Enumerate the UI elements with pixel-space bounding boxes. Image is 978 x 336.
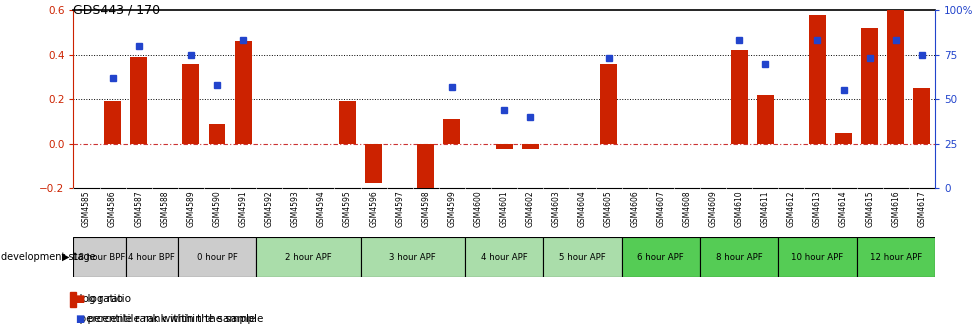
Bar [808,14,825,144]
Text: GSM4585: GSM4585 [82,191,91,227]
Text: GSM4599: GSM4599 [447,191,456,227]
Bar [182,64,200,144]
Text: GSM4600: GSM4600 [473,191,482,227]
Bar [443,119,460,144]
Bar [465,237,543,277]
Text: GSM4592: GSM4592 [264,191,274,227]
Bar [521,144,538,149]
Text: log ratio: log ratio [73,294,123,304]
Text: 4 hour BPF: 4 hour BPF [128,253,175,261]
Bar [621,237,699,277]
Text: GSM4596: GSM4596 [369,191,378,227]
Text: percentile rank within the sample: percentile rank within the sample [81,314,263,324]
Text: GSM4603: GSM4603 [552,191,560,227]
Text: ■: ■ [75,294,84,304]
Bar [417,144,434,191]
Text: GSM4611: GSM4611 [760,191,769,227]
Text: GSM4593: GSM4593 [290,191,299,227]
Text: 0 hour PF: 0 hour PF [197,253,238,261]
Text: GSM4591: GSM4591 [239,191,247,227]
Bar [699,237,778,277]
Bar [178,237,256,277]
Bar [756,95,773,144]
Bar [125,237,178,277]
Bar [600,64,616,144]
Text: GSM4604: GSM4604 [577,191,587,227]
Text: percentile rank within the sample: percentile rank within the sample [73,314,255,324]
Bar [73,237,125,277]
Text: GSM4607: GSM4607 [655,191,665,227]
Bar [365,144,381,182]
Bar [130,57,147,144]
Text: 4 hour APF: 4 hour APF [480,253,527,261]
Text: GSM4586: GSM4586 [108,191,117,227]
Bar [256,237,360,277]
Text: 12 hour APF: 12 hour APF [868,253,921,261]
Text: GSM4601: GSM4601 [499,191,509,227]
Text: 8 hour APF: 8 hour APF [715,253,762,261]
Text: GSM4612: GSM4612 [786,191,795,227]
Text: 2 hour APF: 2 hour APF [285,253,332,261]
Bar [856,237,934,277]
Text: 5 hour APF: 5 hour APF [558,253,605,261]
Bar [886,10,904,144]
Text: GSM4595: GSM4595 [342,191,352,227]
Text: 18 hour BPF: 18 hour BPF [73,253,125,261]
Bar [235,41,251,144]
Text: 6 hour APF: 6 hour APF [637,253,684,261]
Text: GSM4610: GSM4610 [734,191,743,227]
Bar [778,237,856,277]
Text: GSM4606: GSM4606 [630,191,639,227]
Text: GDS443 / 170: GDS443 / 170 [73,3,160,16]
Bar [104,101,121,144]
Bar [730,50,747,144]
Text: GSM4608: GSM4608 [682,191,690,227]
Text: development stage: development stage [1,252,96,262]
Text: log ratio: log ratio [81,294,131,304]
Text: GSM4617: GSM4617 [916,191,925,227]
Text: ▶: ▶ [62,252,69,262]
Text: GSM4597: GSM4597 [395,191,404,227]
Text: GSM4598: GSM4598 [421,191,430,227]
Bar [338,101,356,144]
Text: GSM4589: GSM4589 [186,191,196,227]
Bar [495,144,512,149]
Bar [861,28,877,144]
Text: GSM4605: GSM4605 [603,191,612,227]
Text: GSM4616: GSM4616 [890,191,900,227]
Bar [912,88,929,144]
Bar [834,132,851,144]
Bar [543,237,621,277]
Text: GSM4613: GSM4613 [812,191,822,227]
Text: GSM4602: GSM4602 [525,191,534,227]
Text: GSM4590: GSM4590 [212,191,221,227]
Text: ■: ■ [75,314,84,324]
Text: 3 hour APF: 3 hour APF [389,253,436,261]
Text: GSM4588: GSM4588 [160,191,169,227]
Bar [208,124,225,144]
Text: GSM4614: GSM4614 [838,191,847,227]
Text: GSM4609: GSM4609 [708,191,717,227]
Text: GSM4594: GSM4594 [317,191,326,227]
Text: GSM4615: GSM4615 [865,191,873,227]
Text: 10 hour APF: 10 hour APF [790,253,843,261]
Bar [360,237,465,277]
Bar [70,292,76,307]
Text: GSM4587: GSM4587 [134,191,143,227]
